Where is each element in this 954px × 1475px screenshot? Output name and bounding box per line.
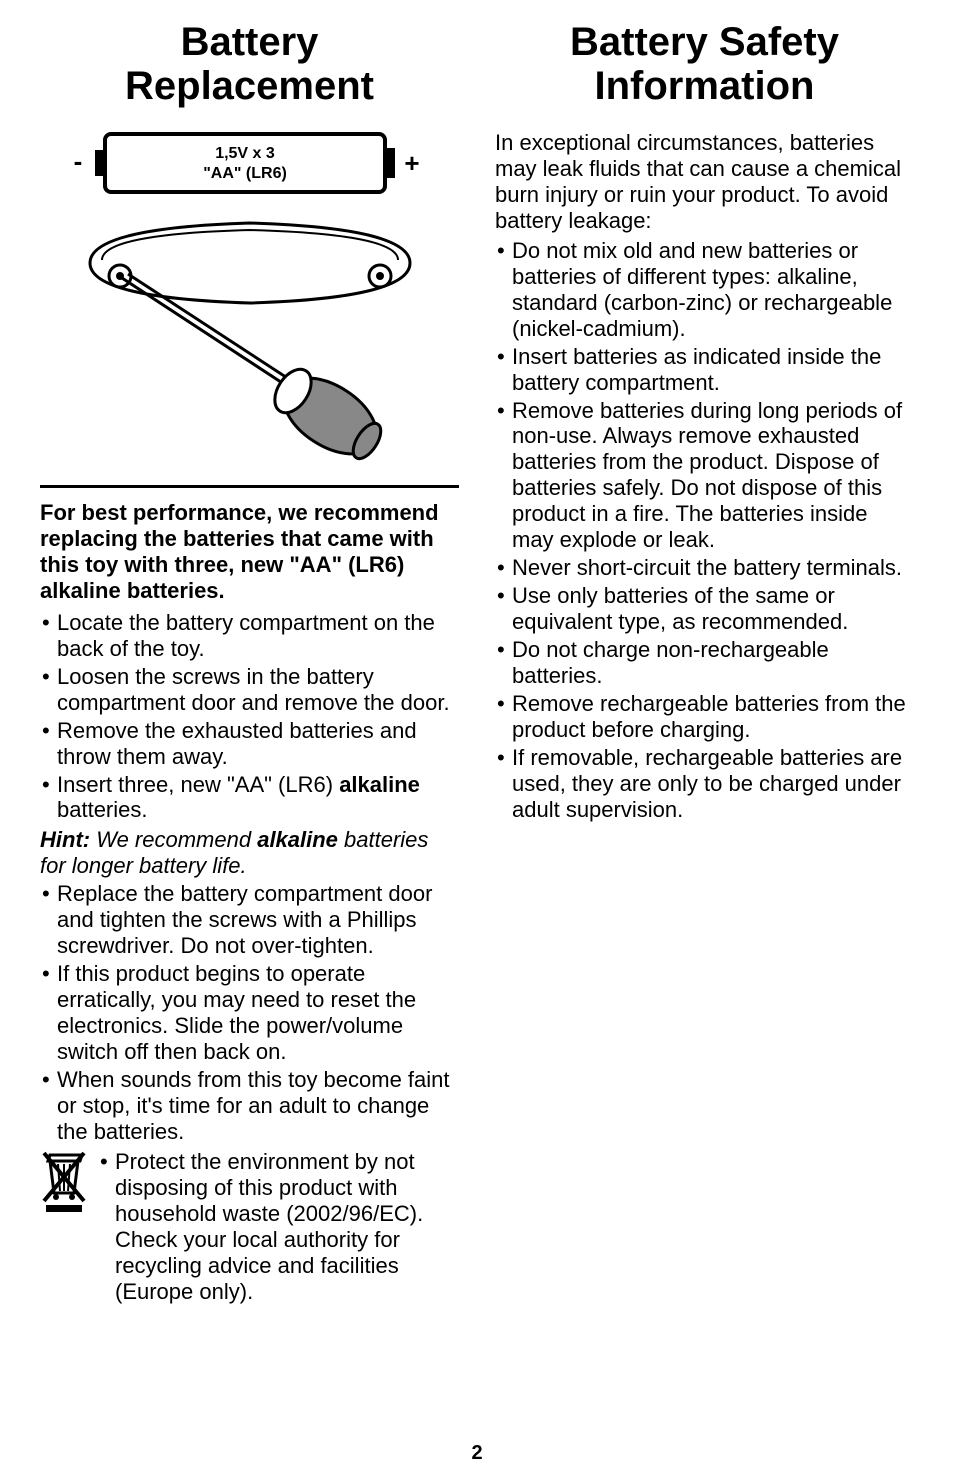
bullet-item: When sounds from this toy become faint o… <box>40 1067 459 1145</box>
divider <box>40 485 459 488</box>
bullet-insert-bold: alkaline <box>339 772 420 797</box>
left-title-line2: Replacement <box>125 64 374 108</box>
hint-label: Hint: <box>40 827 90 852</box>
hint-before: We recommend <box>90 827 257 852</box>
bullet-item: Use only batteries of the same or equiva… <box>495 583 914 635</box>
battery-label-2: "AA" (LR6) <box>203 165 287 182</box>
bullet-item: Do not charge non-rechargeable batteries… <box>495 637 914 689</box>
screwdriver-shaft-icon <box>122 278 290 388</box>
right-column: Battery Safety Information In exceptiona… <box>495 20 914 1434</box>
battery-label-1: 1,5V x 3 <box>215 145 275 162</box>
hint-bold: alkaline <box>257 827 338 852</box>
screwdriver-shaft2-icon <box>128 274 295 383</box>
bullet-item: Remove the exhausted batteries and throw… <box>40 718 459 770</box>
bullet-item: Never short-circuit the battery terminal… <box>495 555 914 581</box>
bullet-item: Insert batteries as indicated inside the… <box>495 344 914 396</box>
weee-row: Protect the environment by not disposing… <box>40 1149 459 1305</box>
battery-terminal-right-icon <box>385 148 395 178</box>
minus-label: - <box>73 146 82 176</box>
right-bullets: Do not mix old and new batteries or batt… <box>495 238 914 825</box>
bullet-item: Do not mix old and new batteries or batt… <box>495 238 914 342</box>
intro-text: For best performance, we recommend repla… <box>40 500 459 604</box>
left-title: Battery Replacement <box>40 20 459 108</box>
columns-container: Battery Replacement - + 1,5V x <box>40 20 914 1434</box>
left-bullets-b: Replace the battery compartment door and… <box>40 881 459 1147</box>
right-title-line1: Battery Safety <box>570 20 839 64</box>
right-title: Battery Safety Information <box>495 20 914 108</box>
page: Battery Replacement - + 1,5V x <box>0 0 954 1475</box>
bullet-item: Insert three, new "AA" (LR6) alkaline ba… <box>40 772 459 824</box>
battery-terminal-left-icon <box>95 150 105 176</box>
bullet-item: Remove rechargeable batteries from the p… <box>495 691 914 743</box>
left-column: Battery Replacement - + 1,5V x <box>40 20 459 1434</box>
left-bullets-a: Locate the battery compartment on the ba… <box>40 610 459 826</box>
left-title-line1: Battery <box>181 20 319 64</box>
battery-diagram: - + 1,5V x 3 "AA" (LR6) <box>60 128 440 473</box>
bullet-item: If this product begins to operate errati… <box>40 961 459 1065</box>
compartment-outline-icon <box>90 223 410 303</box>
battery-body-icon <box>105 134 385 192</box>
bullet-item: Remove batteries during long periods of … <box>495 398 914 554</box>
hint-line: Hint: We recommend alkaline batteries fo… <box>40 827 459 879</box>
bullet-insert-suffix: batteries. <box>57 797 148 822</box>
page-number: 2 <box>40 1434 914 1475</box>
right-lead: In exceptional circumstances, batteries … <box>495 130 914 234</box>
diagram-svg: - + 1,5V x 3 "AA" (LR6) <box>60 128 440 468</box>
bullet-insert-prefix: Insert three, new "AA" (LR6) <box>57 772 339 797</box>
weee-icon <box>40 1149 88 1218</box>
bullet-item: If removable, rechargeable batteries are… <box>495 745 914 823</box>
weee-text: Protect the environment by not disposing… <box>98 1149 459 1305</box>
bullet-item: Replace the battery compartment door and… <box>40 881 459 959</box>
compartment-inner-icon <box>102 230 398 260</box>
right-title-line2: Information <box>595 64 815 108</box>
plus-label: + <box>404 148 419 178</box>
bullet-item: Locate the battery compartment on the ba… <box>40 610 459 662</box>
bullet-item: Loosen the screws in the battery compart… <box>40 664 459 716</box>
screw-right-dot-icon <box>376 272 384 280</box>
